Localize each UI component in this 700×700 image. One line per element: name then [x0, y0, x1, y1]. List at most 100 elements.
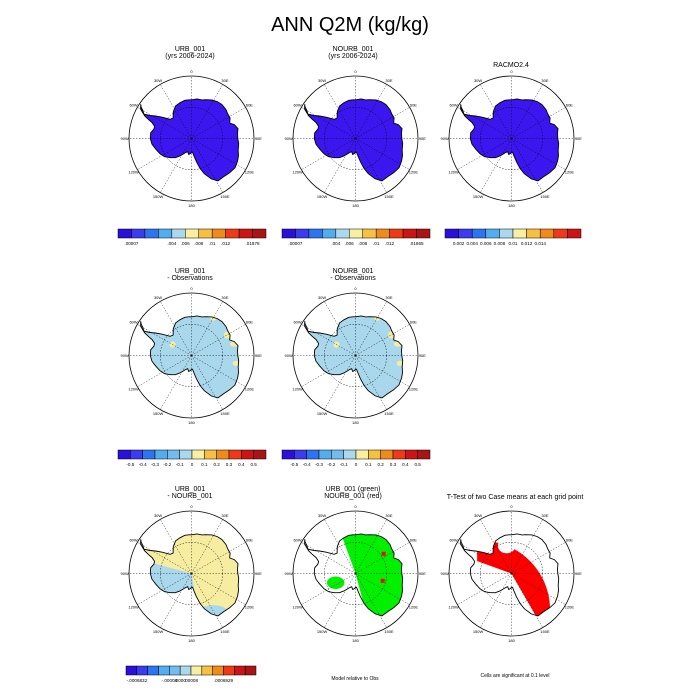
map-boundary — [448, 510, 575, 637]
colorbar-tick-label: .004 — [167, 241, 176, 246]
meridian-line — [355, 138, 410, 170]
map-boundary — [128, 510, 255, 637]
positive-anomaly-patch — [164, 315, 175, 321]
longitude-label: 30W — [474, 513, 482, 518]
longitude-label: 180 — [188, 638, 195, 643]
colorbar-swatch — [179, 665, 192, 676]
colorbar-swatch — [380, 449, 394, 460]
land-fill — [304, 315, 403, 398]
meridian-line — [355, 542, 410, 574]
meridian-line — [191, 138, 246, 170]
coastline — [460, 533, 560, 617]
meridian-line — [137, 324, 192, 356]
longitude-label: 30W — [318, 513, 326, 518]
meridian-line — [511, 84, 543, 139]
longitude-label: 30W — [154, 295, 162, 300]
red-cell — [380, 578, 385, 583]
land-fill — [140, 98, 239, 181]
longitude-label: 30E — [385, 513, 392, 518]
meridian-line — [191, 355, 223, 410]
panel-title-line1: URB_001 — [174, 268, 206, 275]
longitude-label: 0 — [510, 69, 513, 74]
longitude-label: 30W — [318, 78, 326, 83]
panel-title-line1: T-Test of two Case means at each grid po… — [446, 494, 584, 501]
longitude-label: 60W — [129, 320, 137, 325]
meridian-line — [137, 138, 192, 170]
panel-title-urb-obs: URB_001 - Observations — [115, 268, 265, 282]
meridian-line — [511, 519, 543, 574]
significant-region — [460, 540, 550, 616]
colorbar-tick-label: .0000 — [174, 678, 186, 683]
map-boundary — [128, 292, 255, 419]
colorbar-tick-label: .01 — [209, 241, 216, 246]
longitude-label: 120E — [409, 169, 419, 174]
longitude-label: 60W — [129, 103, 137, 108]
meridian-line — [191, 84, 223, 139]
colorbar-swatch — [355, 449, 369, 460]
map-nourb-obs: 0 30E 60E 90E 120E 150E 180 150W 120W 90W 60W 30W — [285, 286, 427, 425]
meridian-line — [191, 107, 246, 139]
colorbar-swatch — [553, 228, 568, 239]
colorbar-swatch — [295, 228, 310, 239]
red-cell — [381, 551, 386, 556]
colorbar-tick-label: .00007 — [288, 241, 302, 246]
colorbar-tick-label: 0.006 — [480, 241, 492, 246]
meridian-line — [191, 519, 223, 574]
longitude-label: 0 — [190, 69, 193, 74]
positive-anomaly-patch — [166, 327, 172, 332]
longitude-label: 90E — [255, 136, 262, 141]
meridian-line — [355, 324, 410, 356]
colorbar-swatch — [416, 228, 431, 239]
longitude-label: 90W — [121, 136, 129, 141]
colorbar-urb-minus-nourb: -.0006832 -.00008.0000.00008 .0006929 — [125, 665, 257, 683]
map-ttest: 0 30E 60E 90E 120E 150E 180 150W 120W 90W 60W 30W — [441, 504, 583, 643]
panel-title-line2: (yrs 2006-2024) — [165, 53, 215, 60]
meridian-line — [457, 573, 512, 605]
longitude-label: 60W — [293, 103, 301, 108]
longitude-label: 120E — [245, 169, 255, 174]
meridian-line — [355, 355, 410, 387]
meridian-line — [301, 542, 356, 574]
land-fill — [140, 315, 239, 398]
colorbar-tick-label: -0.4 — [303, 462, 311, 467]
map-racmo: 0 30E 60E 90E 120E 150E 180 150W 120W 90W 60W 30W — [441, 69, 583, 208]
colorbar-tick-label: -0.3 — [315, 462, 323, 467]
meridian-line — [137, 542, 192, 574]
longitude-label: 120E — [565, 604, 575, 609]
longitude-label: 30E — [221, 513, 228, 518]
not-significant-region — [497, 538, 516, 554]
note-model-relative: Model relative to Obs — [331, 676, 379, 682]
colorbar-tick-label: 0.2 — [377, 462, 384, 467]
colorbar-tick-label: .01865 — [410, 241, 424, 246]
panel-title-line1: NOURB_001 — [332, 268, 374, 275]
panel-title-line2: - NOURB_001 — [167, 493, 213, 500]
panel-title-line2: NOURB_001 (red) — [324, 493, 382, 500]
colorbar-tick-label: .006 — [181, 241, 190, 246]
note-significance: Cells are significant at 0.1 level — [480, 673, 550, 679]
colorbar-swatch — [225, 228, 240, 239]
colorbar-tick-label: -0.5 — [290, 462, 298, 467]
map-boundary — [292, 75, 419, 202]
colorbar-swatch — [234, 665, 246, 676]
colorbar-swatch — [238, 228, 253, 239]
longitude-label: 60W — [449, 538, 457, 543]
longitude-label: 30E — [221, 295, 228, 300]
colorbar-swatch — [375, 228, 390, 239]
colorbar-swatch — [228, 449, 242, 460]
colorbar-tick-label: 0.002 — [453, 241, 465, 246]
longitude-label: 150E — [220, 629, 230, 634]
colorbar-swatch — [125, 665, 138, 676]
longitude-label: 60W — [449, 103, 457, 108]
map-model-relative: 0 30E 60E 90E 120E 150E 180 150W 120W 90W 60W 30W — [285, 504, 427, 643]
colorbar-swatch — [389, 228, 404, 239]
colorbar-tick-label: -0.4 — [139, 462, 147, 467]
meridian-line — [191, 301, 223, 356]
colorbar-tick-label: 0.008 — [494, 241, 506, 246]
colorbar-swatch — [349, 228, 363, 239]
colorbar-swatch — [241, 449, 254, 460]
longitude-label: 30E — [385, 78, 392, 83]
colorbar-swatch — [191, 449, 205, 460]
colorbar-tick-label: 0.3 — [226, 462, 233, 467]
colorbar-swatch — [567, 228, 582, 239]
colorbar-tick-label: 0.004 — [466, 241, 478, 246]
